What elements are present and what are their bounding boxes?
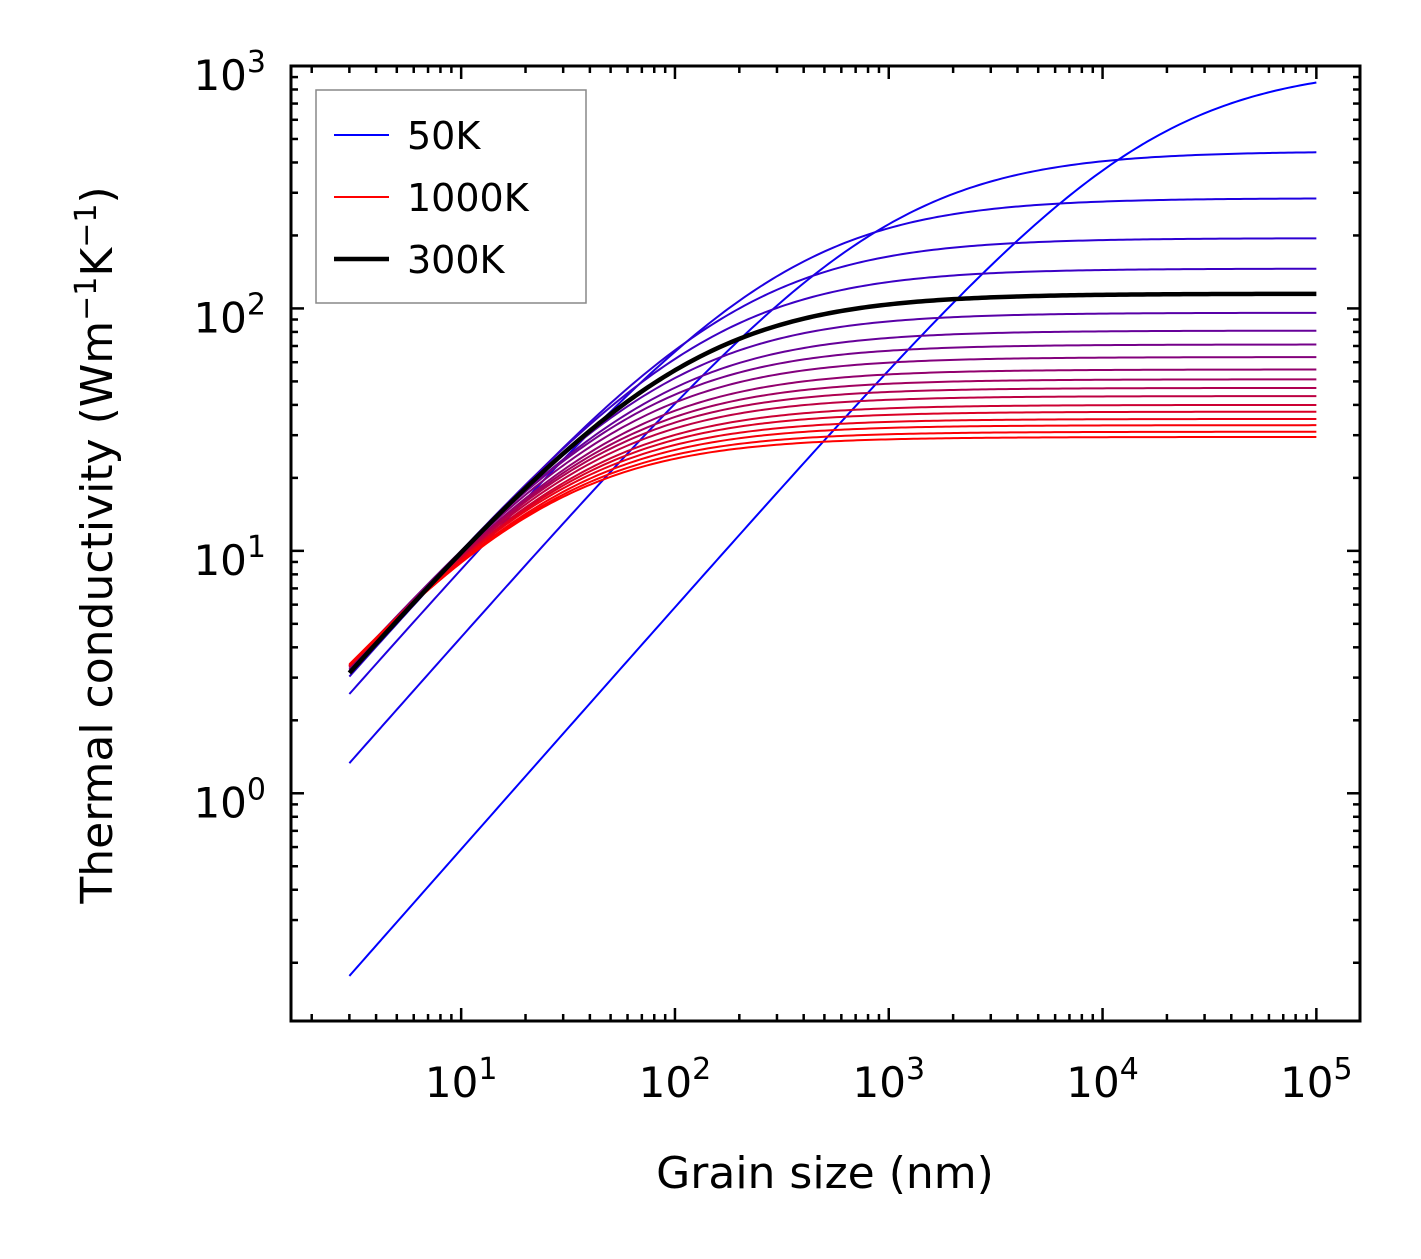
series-line-100K <box>348 151 1317 764</box>
series-line-1000K <box>348 435 1317 666</box>
series-line-900K <box>348 424 1317 667</box>
x-tick-label: 102 <box>639 1052 712 1107</box>
x-tick-label-base: 10 <box>1066 1058 1119 1107</box>
y-axis-label-exp2: −1 <box>69 204 104 248</box>
series-layer <box>347 81 1317 977</box>
y-tick-label-exp: 1 <box>247 530 266 565</box>
x-tick-label: 101 <box>425 1052 498 1107</box>
plot-frame <box>289 64 1362 1023</box>
series-line-850K <box>348 417 1317 666</box>
x-tick-label-base: 10 <box>425 1058 478 1107</box>
y-tick-label-base: 10 <box>193 293 246 342</box>
series-line-800K <box>348 410 1317 667</box>
x-tick-label-base: 10 <box>639 1058 692 1107</box>
x-tick-label-base: 10 <box>1280 1058 1333 1107</box>
x-tick-label-base: 10 <box>852 1058 905 1107</box>
y-axis-label-exp1: −1 <box>69 277 104 321</box>
y-tick-label-base: 10 <box>193 778 246 827</box>
series-line-400K <box>348 329 1317 671</box>
y-tick-label-exp: 2 <box>247 287 266 322</box>
series-line-650K <box>348 386 1317 667</box>
x-axis-label: Grain size (nm) <box>656 1148 994 1199</box>
x-tick-label: 103 <box>852 1052 925 1107</box>
y-axis-label: Thermal conductivity (Wm−1K−1) <box>69 186 123 904</box>
x-tick-label: 105 <box>1280 1052 1353 1107</box>
y-axis-label-close: ) <box>72 186 123 203</box>
x-tick-label-exp: 5 <box>1334 1052 1353 1087</box>
series-line-500K <box>348 356 1317 668</box>
x-tick-label-exp: 4 <box>1120 1052 1139 1087</box>
legend: 50K 1000K 300K <box>315 89 587 304</box>
series-line-600K <box>348 378 1317 668</box>
y-tick-label-base: 10 <box>193 536 246 585</box>
series-line-700K <box>348 395 1317 667</box>
x-tick-label-exp: 2 <box>692 1052 711 1087</box>
y-tick-label: 103 <box>193 45 266 100</box>
y-axis-label-text: Thermal conductivity (Wm <box>72 321 123 905</box>
y-tick-label: 100 <box>193 772 266 827</box>
y-axis-label-unit: K <box>72 247 123 277</box>
legend-label-50K: 50K <box>407 114 481 158</box>
series-line-450K <box>348 343 1317 668</box>
y-tick-label: 101 <box>193 530 266 585</box>
series-line-550K <box>348 368 1317 669</box>
x-tick-label: 104 <box>1066 1052 1139 1107</box>
series-line-200K <box>348 237 1317 678</box>
legend-label-300K: 300K <box>407 238 506 282</box>
y-tick-label-base: 10 <box>193 51 246 100</box>
y-tick-label: 102 <box>193 287 266 342</box>
y-tick-label-exp: 0 <box>247 772 266 807</box>
series-line-300K <box>347 291 1317 675</box>
series-line-950K <box>348 430 1317 666</box>
series-line-250K <box>348 267 1317 674</box>
series-line-750K <box>348 403 1317 668</box>
x-tick-label-exp: 3 <box>906 1052 925 1087</box>
legend-label-1000K: 1000K <box>407 176 530 220</box>
x-tick-label-exp: 1 <box>478 1052 497 1087</box>
y-tick-label-exp: 3 <box>247 45 266 80</box>
